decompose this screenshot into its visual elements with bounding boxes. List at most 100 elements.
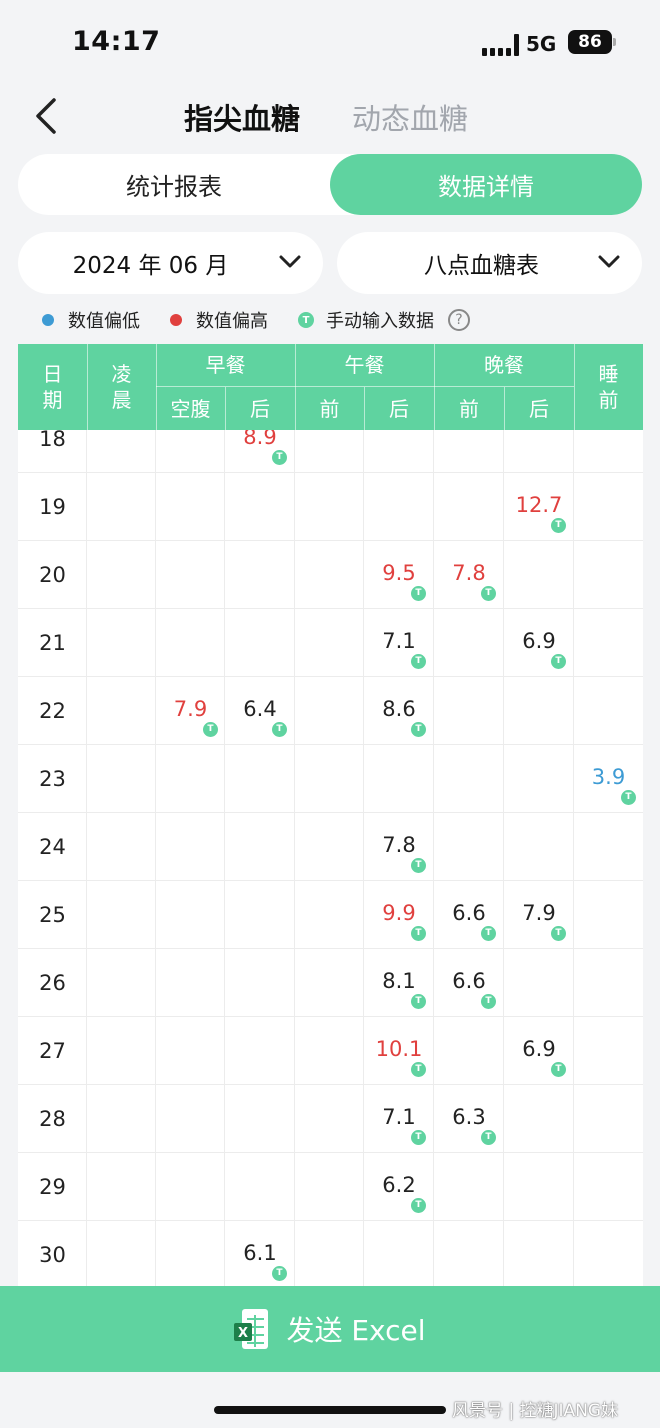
table-row[interactable]: 28 7.1 T 6.3 T — [18, 1085, 643, 1153]
cell-divider — [433, 677, 434, 745]
row-day: 23 — [39, 767, 66, 791]
glucose-value-text: 7.8 — [452, 561, 486, 585]
table-row[interactable]: 24 7.8 T — [18, 813, 643, 881]
segment-data-details[interactable]: 数据详情 — [330, 154, 642, 215]
table-row[interactable]: 26 8.1 T 6.6 T — [18, 949, 643, 1017]
cell-divider — [86, 473, 87, 541]
glucose-table-body[interactable]: 18 8.9 T 19 12.7 T 20 9.5 T 7.8 T 21 7.1 T 6.9 T 22 7.9 T 6… — [18, 430, 643, 1286]
cell-divider — [433, 541, 434, 609]
glucose-value-dinner-before[interactable]: 6.6 T — [434, 901, 504, 941]
glucose-value-breakfast-after[interactable]: 8.9 T — [225, 430, 295, 465]
manual-input-icon: T — [621, 790, 636, 805]
table-row[interactable]: 18 8.9 T — [18, 430, 643, 473]
manual-input-icon: T — [481, 586, 496, 601]
cell-divider — [155, 881, 156, 949]
table-row[interactable]: 20 9.5 T 7.8 T — [18, 541, 643, 609]
cell-divider — [86, 1017, 87, 1085]
tab-dynamic-glucose[interactable]: 动态血糖 — [352, 102, 469, 136]
glucose-value-dinner-after[interactable]: 6.9 T — [504, 1037, 574, 1077]
signal-icon — [482, 30, 519, 56]
cell-divider — [573, 1221, 574, 1286]
manual-input-icon: T — [298, 312, 314, 328]
cell-divider — [155, 1085, 156, 1153]
glucose-value-lunch-after[interactable]: 9.5 T — [364, 561, 434, 601]
home-indicator[interactable] — [214, 1406, 446, 1414]
cell-divider — [503, 1221, 504, 1286]
manual-input-icon: T — [411, 858, 426, 873]
cell-divider — [155, 1153, 156, 1221]
glucose-value-text: 8.6 — [382, 697, 416, 721]
row-day: 24 — [39, 835, 66, 859]
table-row[interactable]: 25 9.9 T 6.6 T 7.9 T — [18, 881, 643, 949]
glucose-value-breakfast-after[interactable]: 6.1 T — [225, 1241, 295, 1281]
cell-divider — [86, 813, 87, 881]
segment-statistics-report[interactable]: 统计报表 — [126, 173, 222, 201]
month-select[interactable]: 2024 年 06 月 — [18, 232, 323, 294]
excel-icon: X — [234, 1309, 269, 1349]
table-row[interactable]: 29 6.2 T — [18, 1153, 643, 1221]
glucose-value-breakfast-after[interactable]: 6.4 T — [225, 697, 295, 737]
glucose-value-lunch-after[interactable]: 8.6 T — [364, 697, 434, 737]
row-day: 18 — [39, 430, 66, 451]
glucose-value-lunch-after[interactable]: 9.9 T — [364, 901, 434, 941]
manual-input-icon: T — [411, 722, 426, 737]
cell-divider — [155, 1017, 156, 1085]
cell-divider — [86, 1153, 87, 1221]
cell-divider — [433, 881, 434, 949]
glucose-value-lunch-after[interactable]: 7.8 T — [364, 833, 434, 873]
glucose-value-dinner-after[interactable]: 12.7 T — [504, 493, 574, 533]
glucose-value-dinner-before[interactable]: 7.8 T — [434, 561, 504, 601]
glucose-value-lunch-after[interactable]: 10.1 T — [364, 1037, 434, 1077]
cell-divider — [573, 813, 574, 881]
table-row[interactable]: 23 3.9 T — [18, 745, 643, 813]
header-lunch-before: 前 — [319, 396, 340, 421]
glucose-value-text: 8.9 — [243, 430, 277, 449]
table-row[interactable]: 19 12.7 T — [18, 473, 643, 541]
table-type-select[interactable]: 八点血糖表 — [337, 232, 642, 294]
glucose-value-lunch-after[interactable]: 6.2 T — [364, 1173, 434, 1213]
cell-divider — [294, 473, 295, 541]
segment-control: 统计报表 数据详情 — [18, 154, 642, 215]
glucose-value-dinner-before[interactable]: 6.3 T — [434, 1105, 504, 1145]
table-row[interactable]: 22 7.9 T 6.4 T 8.6 T — [18, 677, 643, 745]
legend-manual: T 手动输入数据 ? — [298, 307, 470, 333]
cell-divider — [363, 430, 364, 473]
glucose-value-text: 6.2 — [382, 1173, 416, 1197]
glucose-value-bedtime[interactable]: 3.9 T — [574, 765, 643, 805]
row-day: 25 — [39, 903, 66, 927]
cell-divider — [86, 609, 87, 677]
table-row[interactable]: 21 7.1 T 6.9 T — [18, 609, 643, 677]
header-breakfast-fasting: 空腹 — [170, 396, 211, 421]
cell-divider — [224, 1085, 225, 1153]
cell-divider — [573, 1085, 574, 1153]
glucose-value-dinner-before[interactable]: 6.6 T — [434, 969, 504, 1009]
cell-divider — [294, 609, 295, 677]
table-row[interactable]: 30 6.1 T — [18, 1221, 643, 1286]
glucose-value-lunch-after[interactable]: 7.1 T — [364, 1105, 434, 1145]
tab-fingertip-glucose[interactable]: 指尖血糖 — [184, 102, 301, 136]
back-arrow-icon[interactable] — [30, 96, 66, 136]
row-day: 29 — [39, 1175, 66, 1199]
help-icon[interactable]: ? — [448, 309, 470, 331]
cell-divider — [573, 430, 574, 473]
glucose-value-dinner-after[interactable]: 6.9 T — [504, 629, 574, 669]
row-day: 28 — [39, 1107, 66, 1131]
cell-divider — [573, 541, 574, 609]
table-row[interactable]: 27 10.1 T 6.9 T — [18, 1017, 643, 1085]
cell-divider — [155, 430, 156, 473]
glucose-value-dinner-after[interactable]: 7.9 T — [504, 901, 574, 941]
glucose-value-lunch-after[interactable]: 7.1 T — [364, 629, 434, 669]
manual-input-icon: T — [272, 1266, 287, 1281]
svg-text:X: X — [238, 1326, 248, 1341]
glucose-value-breakfast-fasting[interactable]: 7.9 T — [156, 697, 225, 737]
send-excel-button[interactable]: X 发送 Excel — [0, 1286, 660, 1372]
cell-divider — [573, 609, 574, 677]
cell-divider — [433, 609, 434, 677]
cell-divider — [503, 1153, 504, 1221]
manual-input-icon: T — [551, 1062, 566, 1077]
glucose-value-lunch-after[interactable]: 8.1 T — [364, 969, 434, 1009]
manual-input-icon: T — [481, 994, 496, 1009]
manual-input-icon: T — [411, 654, 426, 669]
cell-divider — [363, 949, 364, 1017]
cell-divider — [433, 949, 434, 1017]
